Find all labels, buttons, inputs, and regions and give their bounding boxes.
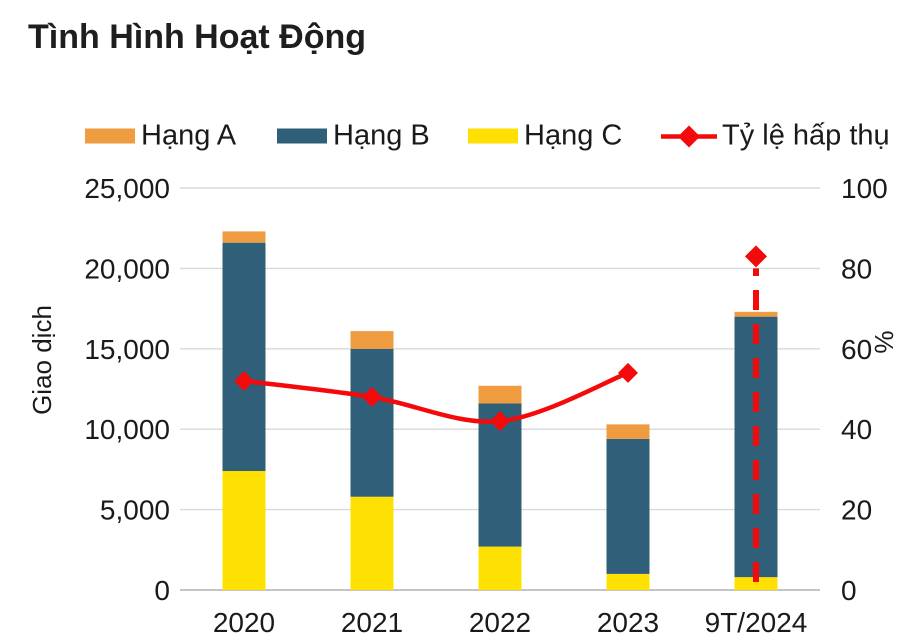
left-axis-tick-label: 0 <box>154 575 170 606</box>
left-axis-tick-label: 10,000 <box>84 414 170 445</box>
bar-segment-hang-c-2022 <box>478 546 522 590</box>
legend-item-absorption: Tỷ lệ hấp thụ <box>660 120 890 153</box>
bar-segment-hang-a-2021 <box>350 331 394 349</box>
right-axis-tick-label: 0 <box>841 575 857 606</box>
bar-segment-hang-b-2023 <box>606 438 650 574</box>
x-axis-label-2020: 2020 <box>213 607 275 638</box>
x-axis-label-2022: 2022 <box>469 607 531 638</box>
legend-label-hang-c: Hạng C <box>524 119 623 152</box>
left-axis-tick-label: 25,000 <box>84 173 170 204</box>
bar-segment-hang-a-2023 <box>606 424 650 439</box>
absorption-line-icon <box>661 125 717 147</box>
absorption-line <box>241 370 631 424</box>
legend-item-hang-b: Hạng B <box>277 120 430 153</box>
left-axis-tick-label: 5,000 <box>100 495 170 526</box>
hang-c-swatch-icon <box>468 128 518 144</box>
right-axis-tick-label: 40 <box>841 414 872 445</box>
left-axis-title: Giao dịch <box>27 305 57 415</box>
legend-item-hang-a: Hạng A <box>85 120 236 153</box>
right-axis-tick-label: 80 <box>841 253 872 284</box>
bar-segment-hang-c-2021 <box>350 496 394 590</box>
bar-segment-hang-b-2020 <box>222 242 266 472</box>
absorption-marker-2020 <box>234 370 254 391</box>
bar-segment-hang-b-2021 <box>350 348 394 497</box>
bar-segment-hang-c-2020 <box>222 471 266 590</box>
left-axis-tick-label: 15,000 <box>84 334 170 365</box>
x-axis-label-2021: 2021 <box>341 607 403 638</box>
hang-b-swatch-icon <box>277 128 327 144</box>
legend-label-hang-b: Hạng B <box>333 119 430 152</box>
left-axis-tick-label: 20,000 <box>84 253 170 284</box>
x-axis-label-9t-2024: 9T/2024 <box>705 607 808 638</box>
x-axis-label-2023: 2023 <box>597 607 659 638</box>
bar-segment-hang-c-9t-2024 <box>734 577 778 590</box>
right-axis-tick-label: 100 <box>841 173 888 204</box>
legend-label-absorption: Tỷ lệ hấp thụ <box>722 119 890 152</box>
bar-segment-hang-c-2023 <box>606 573 650 590</box>
absorption-marker-2021 <box>362 387 382 408</box>
absorption-marker-2023 <box>618 362 638 383</box>
legend-label-hang-a: Hạng A <box>141 119 237 152</box>
bar-segment-hang-a-9t-2024 <box>734 311 778 317</box>
hang-a-swatch-icon <box>85 128 135 144</box>
right-axis-title: % <box>869 330 899 353</box>
absorption-marker-9t-2024 <box>745 245 767 268</box>
chart-title: Tình Hình Hoạt Động <box>28 18 367 56</box>
right-axis-tick-label: 60 <box>841 334 872 365</box>
absorption-marker-2022 <box>490 411 510 432</box>
bar-segment-hang-a-2020 <box>222 231 266 243</box>
right-axis-tick-label: 20 <box>841 495 872 526</box>
bar-segment-hang-a-2022 <box>478 385 522 404</box>
legend-item-hang-c: Hạng C <box>468 120 622 153</box>
